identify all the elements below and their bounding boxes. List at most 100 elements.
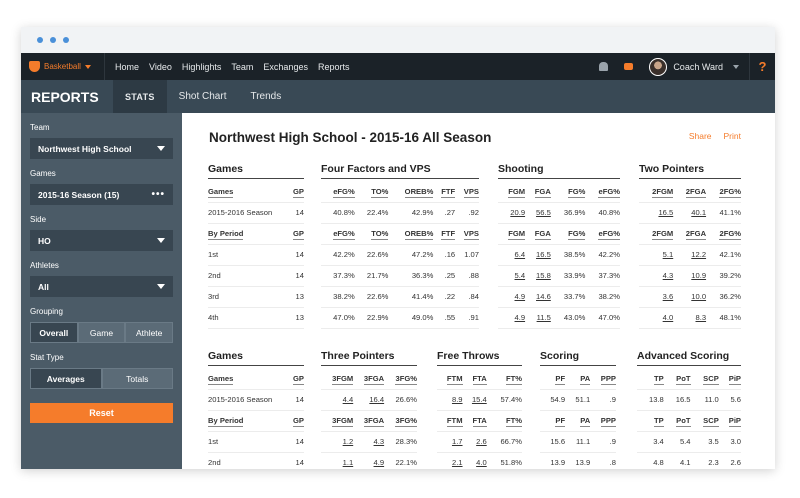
column-header[interactable]: 3FGM bbox=[321, 368, 353, 389]
more-icon[interactable]: ••• bbox=[151, 189, 165, 200]
nav-link-home[interactable]: Home bbox=[115, 62, 139, 72]
stat-link[interactable]: 10.9 bbox=[673, 265, 706, 286]
stat-link[interactable]: 4.9 bbox=[498, 307, 525, 328]
stat-link[interactable]: 15.8 bbox=[525, 265, 551, 286]
column-header[interactable]: FTF bbox=[433, 223, 455, 244]
avatar[interactable] bbox=[649, 58, 667, 76]
column-header[interactable]: 2FGM bbox=[639, 181, 673, 202]
stat-link[interactable]: 5.4 bbox=[498, 265, 525, 286]
column-header[interactable]: OREB% bbox=[388, 181, 433, 202]
column-header[interactable]: By Period bbox=[208, 223, 290, 244]
column-header[interactable]: FTM bbox=[437, 410, 463, 431]
column-header[interactable]: PA bbox=[565, 368, 590, 389]
stat-link[interactable]: 4.0 bbox=[463, 452, 487, 469]
column-header[interactable]: VPS bbox=[455, 181, 479, 202]
stat-link[interactable]: 2.1 bbox=[437, 452, 463, 469]
averages-button[interactable]: Averages bbox=[30, 368, 102, 389]
column-header[interactable]: PF bbox=[540, 410, 565, 431]
column-header[interactable]: By Period bbox=[208, 410, 290, 431]
nav-link-reports[interactable]: Reports bbox=[318, 62, 350, 72]
grouping-overall-button[interactable]: Overall bbox=[30, 322, 78, 343]
column-header[interactable]: 3FG% bbox=[384, 410, 417, 431]
grouping-game-button[interactable]: Game bbox=[78, 322, 126, 343]
column-header[interactable]: FTA bbox=[463, 368, 487, 389]
stat-link[interactable]: 4.0 bbox=[639, 307, 673, 328]
column-header[interactable]: PoT bbox=[664, 368, 691, 389]
chat-icon[interactable] bbox=[624, 63, 633, 70]
column-header[interactable]: 3FGA bbox=[353, 410, 384, 431]
stat-link[interactable]: 4.4 bbox=[321, 389, 353, 410]
column-header[interactable]: TO% bbox=[355, 181, 389, 202]
column-header[interactable]: eFG% bbox=[321, 223, 355, 244]
print-link[interactable]: Print bbox=[724, 131, 741, 141]
stat-link[interactable]: 2.6 bbox=[463, 431, 487, 452]
stat-link[interactable]: 40.1 bbox=[673, 202, 706, 223]
stat-link[interactable]: 16.5 bbox=[639, 202, 673, 223]
sport-selector[interactable]: Basketball bbox=[21, 53, 105, 80]
totals-button[interactable]: Totals bbox=[102, 368, 174, 389]
column-header[interactable]: GP bbox=[290, 181, 304, 202]
column-header[interactable]: PPP bbox=[590, 368, 616, 389]
stat-link[interactable]: 16.5 bbox=[525, 244, 551, 265]
nav-link-team[interactable]: Team bbox=[231, 62, 253, 72]
column-header[interactable]: GP bbox=[290, 368, 304, 389]
nav-link-exchanges[interactable]: Exchanges bbox=[263, 62, 308, 72]
stat-link[interactable]: 6.4 bbox=[498, 244, 525, 265]
column-header[interactable]: 3FG% bbox=[384, 368, 417, 389]
column-header[interactable]: 2FGM bbox=[639, 223, 673, 244]
bell-icon[interactable] bbox=[599, 62, 608, 71]
stat-link[interactable]: 15.4 bbox=[463, 389, 487, 410]
stat-link[interactable]: 4.3 bbox=[353, 431, 384, 452]
column-header[interactable]: eFG% bbox=[321, 181, 355, 202]
column-header[interactable]: GP bbox=[290, 410, 304, 431]
tab-trends[interactable]: Trends bbox=[238, 80, 293, 113]
column-header[interactable]: FGM bbox=[498, 223, 525, 244]
stat-link[interactable]: 14.6 bbox=[525, 286, 551, 307]
stat-link[interactable]: 10.0 bbox=[673, 286, 706, 307]
column-header[interactable]: FTF bbox=[433, 181, 455, 202]
stat-link[interactable]: 8.9 bbox=[437, 389, 463, 410]
column-header[interactable]: PPP bbox=[590, 410, 616, 431]
user-name[interactable]: Coach Ward bbox=[673, 62, 723, 72]
column-header[interactable]: 2FGA bbox=[673, 181, 706, 202]
column-header[interactable]: PF bbox=[540, 368, 565, 389]
column-header[interactable]: FGM bbox=[498, 181, 525, 202]
column-header[interactable]: 2FGA bbox=[673, 223, 706, 244]
column-header[interactable]: OREB% bbox=[388, 223, 433, 244]
column-header[interactable]: TP bbox=[637, 410, 664, 431]
help-button[interactable]: ? bbox=[749, 53, 775, 80]
tab-stats[interactable]: STATS bbox=[113, 80, 167, 113]
share-link[interactable]: Share bbox=[689, 131, 712, 141]
column-header[interactable]: FT% bbox=[487, 410, 522, 431]
column-header[interactable]: 3FGA bbox=[353, 368, 384, 389]
column-header[interactable]: PA bbox=[565, 410, 590, 431]
column-header[interactable]: 3FGM bbox=[321, 410, 353, 431]
column-header[interactable]: PiP bbox=[719, 368, 741, 389]
stat-link[interactable]: 11.5 bbox=[525, 307, 551, 328]
column-header[interactable]: TO% bbox=[355, 223, 389, 244]
column-header[interactable]: FTM bbox=[437, 368, 463, 389]
reset-button[interactable]: Reset bbox=[30, 403, 173, 423]
stat-link[interactable]: 3.6 bbox=[639, 286, 673, 307]
column-header[interactable]: TP bbox=[637, 368, 664, 389]
grouping-athlete-button[interactable]: Athlete bbox=[125, 322, 173, 343]
tab-shot-chart[interactable]: Shot Chart bbox=[167, 80, 239, 113]
column-header[interactable]: 2FG% bbox=[706, 223, 741, 244]
stat-link[interactable]: 12.2 bbox=[673, 244, 706, 265]
stat-link[interactable]: 4.9 bbox=[498, 286, 525, 307]
column-header[interactable]: SCP bbox=[691, 368, 719, 389]
column-header[interactable]: eFG% bbox=[585, 223, 620, 244]
column-header[interactable]: FGA bbox=[525, 181, 551, 202]
stat-link[interactable]: 1.2 bbox=[321, 431, 353, 452]
team-select[interactable]: Northwest High School bbox=[30, 138, 173, 159]
stat-link[interactable]: 16.4 bbox=[353, 389, 384, 410]
stat-link[interactable]: 56.5 bbox=[525, 202, 551, 223]
column-header[interactable]: Games bbox=[208, 181, 290, 202]
stat-link[interactable]: 4.9 bbox=[353, 452, 384, 469]
column-header[interactable]: FT% bbox=[487, 368, 522, 389]
stat-link[interactable]: 1.1 bbox=[321, 452, 353, 469]
stat-link[interactable]: 5.1 bbox=[639, 244, 673, 265]
column-header[interactable]: Games bbox=[208, 368, 290, 389]
games-select[interactable]: 2015-16 Season (15) ••• bbox=[30, 184, 173, 205]
column-header[interactable]: eFG% bbox=[585, 181, 620, 202]
